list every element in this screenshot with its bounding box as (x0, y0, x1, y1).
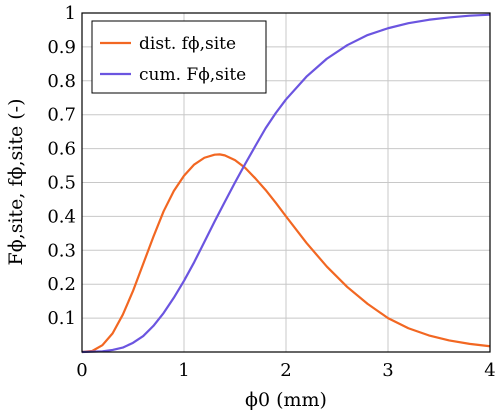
x-tick-label: 1 (178, 360, 189, 381)
y-tick-labels: 0.1 0.2 0.3 0.4 0.5 0.6 0.7 0.8 0.9 1 (47, 3, 76, 329)
y-tick-label: 0.6 (47, 139, 76, 160)
x-tick-label: 2 (280, 360, 291, 381)
y-tick-label: 0.5 (47, 173, 76, 194)
x-tick-labels: 0 1 2 3 4 (76, 360, 495, 381)
y-tick-label: 0.7 (47, 105, 76, 126)
x-tick-label: 4 (484, 360, 495, 381)
x-tick-label: 3 (382, 360, 393, 381)
legend-label-cum: cum. Fϕ,site (139, 65, 246, 85)
y-axis-label: Fϕ,site, fϕ,site (-) (5, 99, 27, 266)
legend-box (91, 20, 267, 94)
series-line-dist (81, 153, 491, 354)
y-tick-label: 0.2 (47, 274, 76, 295)
y-tick-label: 0.8 (47, 71, 76, 92)
x-tick-label: 0 (76, 360, 87, 381)
y-tick-label: 1 (65, 3, 76, 24)
legend-label-dist: dist. fϕ,site (139, 34, 236, 54)
y-tick-label: 0.9 (47, 37, 76, 58)
y-tick-label: 0.3 (47, 240, 76, 261)
plot-frame (81, 12, 491, 353)
series-line-cum (81, 13, 491, 354)
y-tick-label: 0.1 (47, 308, 76, 329)
legend: dist. fϕ,site cum. Fϕ,site (91, 20, 267, 94)
y-tick-label: 0.4 (47, 206, 76, 227)
series-lines (81, 13, 491, 354)
x-axis-label: ϕ0 (mm) (245, 389, 327, 411)
